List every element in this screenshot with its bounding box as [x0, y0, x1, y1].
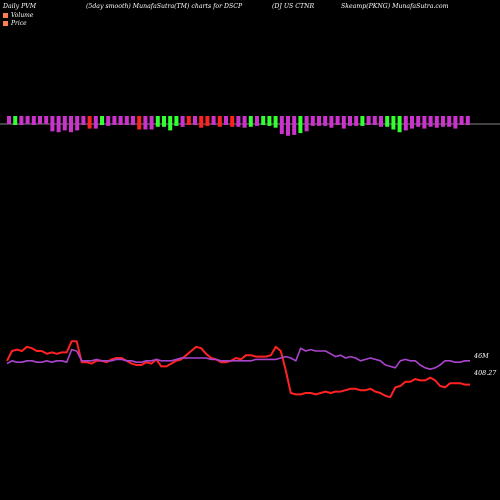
volume-bar: [360, 116, 365, 126]
volume-bar: [379, 116, 383, 127]
volume-bar: [7, 116, 11, 124]
volume-bar: [298, 116, 303, 134]
volume-bar: [465, 116, 470, 125]
volume-bar: [335, 116, 340, 125]
volume-bar: [385, 116, 390, 127]
volume-bar: [62, 116, 67, 131]
volume-bar: [248, 116, 253, 127]
volume-bar: [279, 116, 284, 134]
volume-bar: [180, 116, 185, 127]
volume-bar: [422, 116, 427, 129]
volume-bar: [354, 116, 359, 126]
volume-bar: [56, 116, 61, 133]
volume-bar: [100, 116, 104, 125]
volume-bar: [236, 116, 241, 127]
volume-bar: [124, 116, 129, 125]
volume-bar: [447, 116, 452, 127]
volume-bar: [162, 116, 166, 127]
volume-bar: [224, 116, 228, 125]
legend-volume-swatch: [3, 12, 8, 18]
volume-bar: [137, 116, 142, 130]
volume-bar: [428, 116, 433, 127]
volume-bar: [193, 116, 197, 125]
volume-bar: [304, 116, 309, 132]
volume-bar: [112, 116, 117, 125]
volume-bar: [174, 116, 179, 126]
volume-bar: [168, 116, 173, 131]
volume-bar: [149, 116, 154, 130]
volume-bar: [292, 116, 297, 135]
volume-bar: [211, 116, 216, 125]
volume-bar: [434, 116, 439, 128]
volume-bar: [19, 116, 24, 125]
volume-bar: [106, 116, 111, 126]
header-center: (5day smooth) MunafaSutra(TM) charts for…: [86, 3, 243, 10]
volume-bar: [441, 116, 445, 127]
volume-bar: [205, 116, 210, 126]
header-right-a: (DJ US CTNR: [272, 3, 315, 10]
volume-bar: [416, 116, 421, 127]
volume-bar: [310, 116, 315, 126]
volume-bar: [118, 116, 123, 125]
volume-bar: [50, 116, 55, 132]
volume-bar: [13, 116, 18, 125]
volume-bar: [329, 116, 334, 128]
volume-bar: [341, 116, 346, 129]
volume-bar: [44, 116, 49, 125]
volume-bar: [459, 116, 464, 125]
volume-line: [6, 347, 470, 371]
volume-bar: [93, 116, 98, 129]
header-left: Daily PVM: [3, 3, 37, 10]
volume-bar: [69, 116, 73, 133]
volume-bar: [286, 116, 290, 136]
volume-bar: [38, 116, 42, 125]
volume-bar: [143, 116, 148, 130]
volume-bar: [230, 116, 235, 127]
volume-bar: [25, 116, 30, 125]
volume-bar: [323, 116, 328, 126]
volume-bar: [186, 116, 191, 125]
volume-bar: [366, 116, 371, 125]
volume-bar: [261, 116, 266, 125]
volume-bar: [372, 116, 377, 125]
legend-volume: Volume: [3, 12, 33, 19]
volume-end-label: 46M: [474, 352, 489, 360]
volume-bar: [31, 116, 36, 125]
volume-bar: [131, 116, 135, 125]
header-right-b: Skeamp(PKNG) MunafaSutra.com: [341, 3, 449, 10]
price-line: [6, 340, 470, 399]
legend-price: Price: [3, 20, 27, 27]
volume-bar: [155, 116, 160, 127]
volume-bar: [87, 116, 92, 129]
volume-bar: [242, 116, 247, 128]
volume-bar: [348, 116, 352, 126]
volume-bar: [397, 116, 402, 133]
legend-volume-label: Volume: [11, 12, 34, 19]
volume-bar: [81, 116, 86, 125]
volume-bar: [75, 116, 80, 131]
volume-bar: [403, 116, 408, 131]
legend-price-label: Price: [11, 20, 27, 27]
volume-bar: [391, 116, 396, 130]
price-end-label: 408.27: [474, 369, 497, 377]
volume-bar: [273, 116, 278, 128]
legend-price-swatch: [3, 20, 8, 26]
volume-bar: [255, 116, 259, 126]
volume-bar: [410, 116, 414, 129]
volume-bar: [199, 116, 204, 128]
volume-bar: [267, 116, 272, 126]
volume-bar: [217, 116, 222, 127]
volume-bar: [317, 116, 321, 126]
volume-bar: [453, 116, 458, 129]
